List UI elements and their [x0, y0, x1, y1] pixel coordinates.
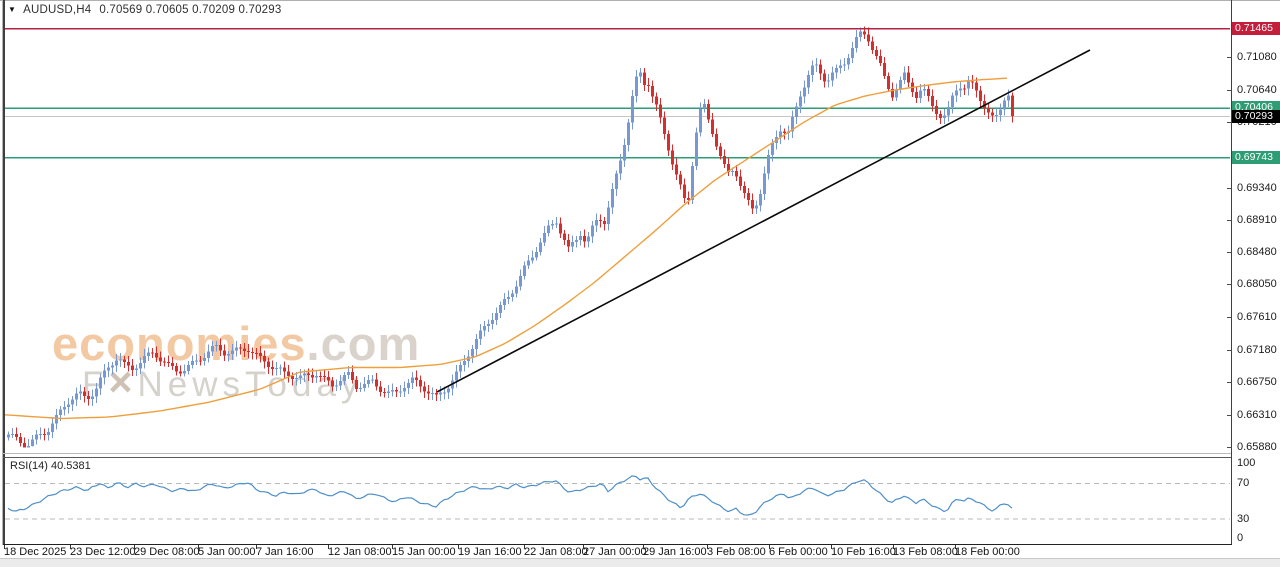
time-axis-label: 29 Jan 16:00 [643, 546, 707, 558]
rsi-axis-label: 70 [1237, 477, 1250, 489]
time-tick [643, 545, 644, 549]
price-axis-label: 0.67180 [1237, 343, 1277, 356]
price-tick [1227, 381, 1232, 383]
price-axis-label: 0.71080 [1237, 50, 1277, 63]
rsi-axis-label: 30 [1237, 512, 1250, 525]
time-tick [4, 545, 5, 549]
price-axis-label: 0.68480 [1237, 246, 1277, 258]
time-axis-label: 29 Dec 08:00 [134, 546, 200, 558]
dropdown-triangle-icon[interactable]: ▼ [8, 5, 17, 14]
time-axis-label: 13 Feb 08:00 [893, 546, 958, 558]
left-border [3, 0, 5, 545]
time-tick [134, 545, 135, 549]
time-tick [583, 545, 584, 549]
price-axis-label: 0.65880 [1237, 441, 1277, 453]
price-badge: 0.69743 [1232, 150, 1280, 164]
price-tick [1227, 219, 1232, 221]
price-axis-label: 0.68910 [1237, 213, 1277, 226]
price-tick [1227, 90, 1232, 91]
time-tick [198, 545, 199, 549]
time-axis-label: 18 Feb 00:00 [955, 546, 1020, 558]
time-tick [392, 545, 393, 549]
time-axis-label: 5 Jan 00:00 [198, 546, 256, 558]
time-tick [893, 545, 894, 549]
price-tick [1227, 414, 1232, 416]
price-tick [1227, 187, 1232, 189]
price-axis-label: 0.69340 [1237, 181, 1277, 194]
ohlc-values: 0.70569 0.70605 0.70209 0.70293 [99, 4, 282, 16]
price-tick [1227, 122, 1232, 124]
time-tick [955, 545, 956, 549]
rsi-bottom-border [3, 544, 1232, 545]
price-tick [1227, 252, 1232, 253]
price-tick [1227, 284, 1232, 286]
rsi-indicator-label: RSI(14) 40.5381 [10, 460, 91, 472]
price-axis-line [1231, 0, 1232, 545]
panel-separator-light [3, 453, 1231, 454]
left-border-outer [2, 0, 3, 545]
price-badge: 0.71465 [1232, 21, 1280, 35]
symbol-period-label: AUDUSD,H4 [23, 4, 92, 16]
time-axis-label: 18 Dec 2025 [4, 546, 67, 558]
price-axis-label: 0.66310 [1237, 408, 1277, 421]
time-axis-label: 27 Jan 00:00 [583, 546, 647, 558]
time-tick [707, 545, 708, 549]
time-tick [256, 545, 257, 549]
panel-separator-dark[interactable] [3, 457, 1231, 458]
time-tick [524, 545, 525, 549]
price-tick [1227, 447, 1232, 448]
chart-title: ▼ AUDUSD,H4 0.70569 0.70605 0.70209 0.7029… [8, 4, 281, 16]
watermark: economies.com F×NewsToday [52, 320, 420, 403]
time-axis-label: 22 Jan 08:00 [524, 546, 588, 558]
price-axis-label: 0.66750 [1237, 375, 1277, 388]
price-tick [1227, 317, 1232, 319]
price-tick [1227, 56, 1232, 58]
price-badge: 0.70293 [1232, 109, 1280, 123]
time-tick [831, 545, 832, 549]
time-axis-label: 12 Jan 08:00 [328, 546, 392, 558]
bottom-strip [0, 558, 1280, 567]
top-border [0, 0, 1280, 1]
price-tick [1227, 349, 1232, 351]
rsi-axis-label: 0 [1237, 532, 1244, 544]
watermark-tagline: F×NewsToday [82, 359, 364, 405]
time-axis-label: 3 Feb 08:00 [707, 546, 766, 558]
time-axis-label: 15 Jan 00:00 [392, 546, 456, 558]
time-axis-label: 6 Feb 00:00 [769, 546, 828, 558]
time-tick [328, 545, 329, 549]
time-tick [458, 545, 459, 549]
price-axis-label: 0.68050 [1237, 278, 1277, 291]
price-axis-label: 0.67610 [1237, 311, 1277, 324]
time-tick [769, 545, 770, 549]
time-axis-label: 23 Dec 12:00 [70, 546, 136, 558]
time-tick [70, 545, 71, 549]
price-axis-label: 0.70640 [1237, 84, 1277, 96]
time-axis-label: 19 Jan 16:00 [458, 546, 522, 558]
time-axis-label: 7 Jan 16:00 [256, 546, 314, 558]
rsi-axis-label: 100 [1237, 457, 1256, 469]
time-axis-label: 10 Feb 16:00 [831, 546, 896, 558]
